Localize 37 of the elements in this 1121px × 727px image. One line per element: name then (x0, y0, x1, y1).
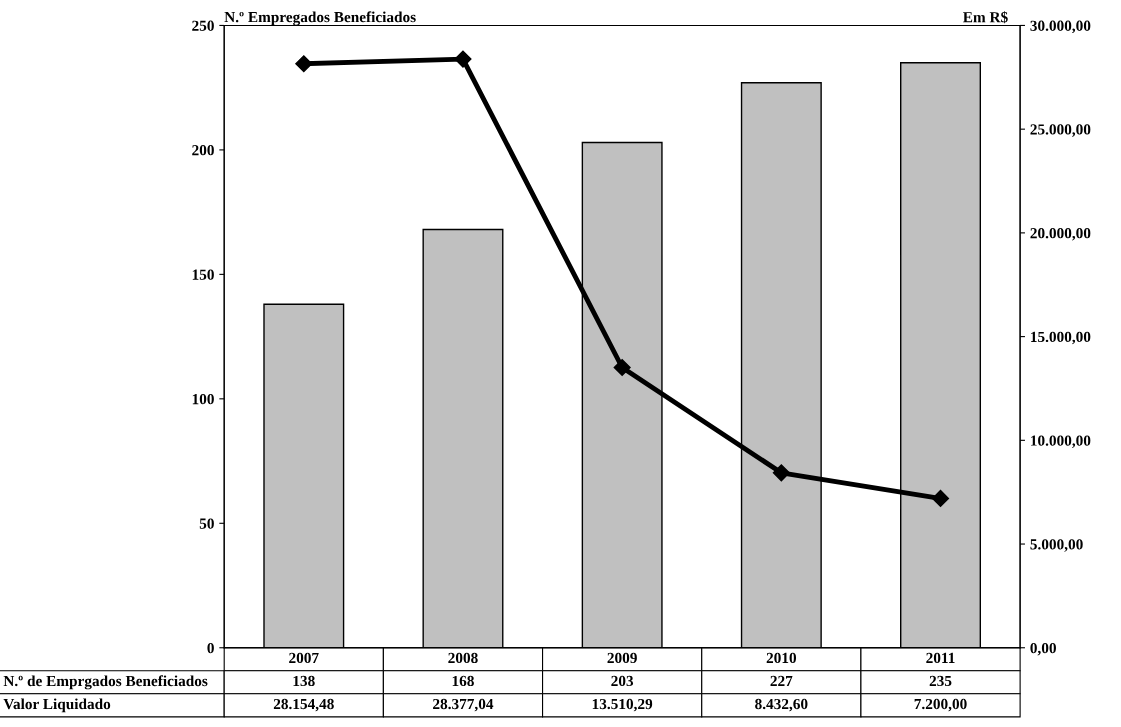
data-label: 168 (452, 675, 474, 687)
point (931, 489, 950, 507)
data-label: 28.154,48 (273, 698, 334, 712)
x-tick-label: 2010 (766, 652, 797, 664)
point (613, 358, 631, 377)
text: N.º de Emprgados Beneficiados (3, 675, 208, 690)
x-tick-label: 2008 (448, 652, 478, 664)
y2-tick-label: 15.000,00 (1031, 331, 1091, 345)
y-axis-title: N.º Empregados Beneficiados (224, 11, 416, 26)
data-label: 28.377,04 (433, 698, 494, 712)
y-tick-label: 100 (192, 393, 214, 405)
y-tick-label: 50 (199, 518, 214, 529)
y2-axis-title: Em R$ (963, 11, 1008, 24)
x-tick-label: 2011 (926, 652, 955, 664)
y2-tick-label: 20.000,00 (1030, 228, 1091, 241)
data-label: 138 (293, 675, 315, 687)
data-label: 235 (929, 675, 952, 687)
y-tick-label: 150 (192, 269, 214, 280)
data-label: 13.510,29 (592, 698, 653, 712)
y2-tick-label: 5.000,00 (1030, 539, 1083, 552)
data-label: 227 (770, 675, 793, 686)
y-tick-label: 200 (192, 145, 214, 156)
text: Valor Liquidado (3, 698, 111, 713)
y-tick-label: 250 (192, 20, 214, 31)
x-tick-label: 2009 (607, 652, 637, 664)
y2-tick-label: 10.000,00 (1031, 435, 1091, 448)
data-label: 7.200,00 (914, 698, 967, 712)
point (772, 464, 790, 482)
y2-tick-label: 25.000,00 (1030, 124, 1091, 137)
data-label: 203 (611, 675, 634, 687)
x-tick-label: 2007 (289, 652, 319, 664)
y2-tick-label: 0,00 (1030, 642, 1056, 656)
point (295, 55, 313, 73)
y2-tick-label: 30.000,00 (1030, 20, 1091, 34)
data-label: 8.432,60 (755, 698, 808, 712)
y-tick-label: 0 (207, 642, 214, 654)
point (454, 50, 472, 68)
